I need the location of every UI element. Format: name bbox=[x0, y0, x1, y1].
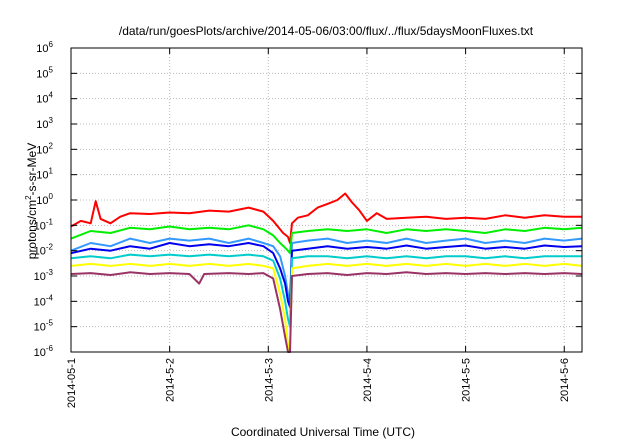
series-line bbox=[70, 271, 583, 353]
chart-title: /data/run/goesPlots/archive/2014-05-06/0… bbox=[119, 24, 534, 38]
y-tick-label: 10-4 bbox=[34, 293, 54, 308]
x-tick-label: 2014-5-6 bbox=[559, 358, 571, 402]
x-tick-label: 2014-05-1 bbox=[66, 358, 78, 408]
data-series bbox=[70, 192, 583, 353]
x-tick-label: 2014-5-4 bbox=[362, 358, 374, 402]
x-tick-label: 2014-5-3 bbox=[263, 358, 275, 402]
y-tick-label: 10-2 bbox=[34, 243, 54, 258]
y-tick-label: 103 bbox=[36, 116, 53, 131]
y-tick-label: 105 bbox=[36, 65, 53, 80]
y-axis-label: protons/cm2-s-sr-MeV bbox=[24, 143, 39, 259]
grid bbox=[71, 48, 582, 352]
series-line bbox=[70, 262, 583, 353]
y-tick-label: 10-5 bbox=[34, 319, 54, 334]
y-tick-label: 102 bbox=[36, 141, 53, 156]
series-line bbox=[70, 242, 583, 308]
x-axis-ticks: 2014-05-1 2014-5-2 2014-5-3 2014-5-4 2014-5-… bbox=[66, 48, 571, 408]
y-tick-label: 101 bbox=[36, 167, 53, 182]
x-tick-label: 2014-5-2 bbox=[165, 358, 177, 402]
y-tick-label: 104 bbox=[36, 91, 53, 106]
y-tick-label: 100 bbox=[36, 192, 53, 207]
y-tick-label: 10-6 bbox=[34, 344, 54, 359]
y-axis-ticks: 10-6 10-5 10-4 10-3 10-2 10-1 100 101 102 103 104 1… bbox=[34, 40, 582, 359]
x-axis-label: Coordinated Universal Time (UTC) bbox=[231, 425, 415, 439]
x-tick-label: 2014-5-5 bbox=[461, 358, 473, 402]
series-line bbox=[70, 192, 582, 244]
y-tick-label: 10-3 bbox=[34, 268, 54, 283]
y-tick-label: 106 bbox=[36, 40, 53, 55]
y-tick-label: 10-1 bbox=[34, 217, 54, 232]
